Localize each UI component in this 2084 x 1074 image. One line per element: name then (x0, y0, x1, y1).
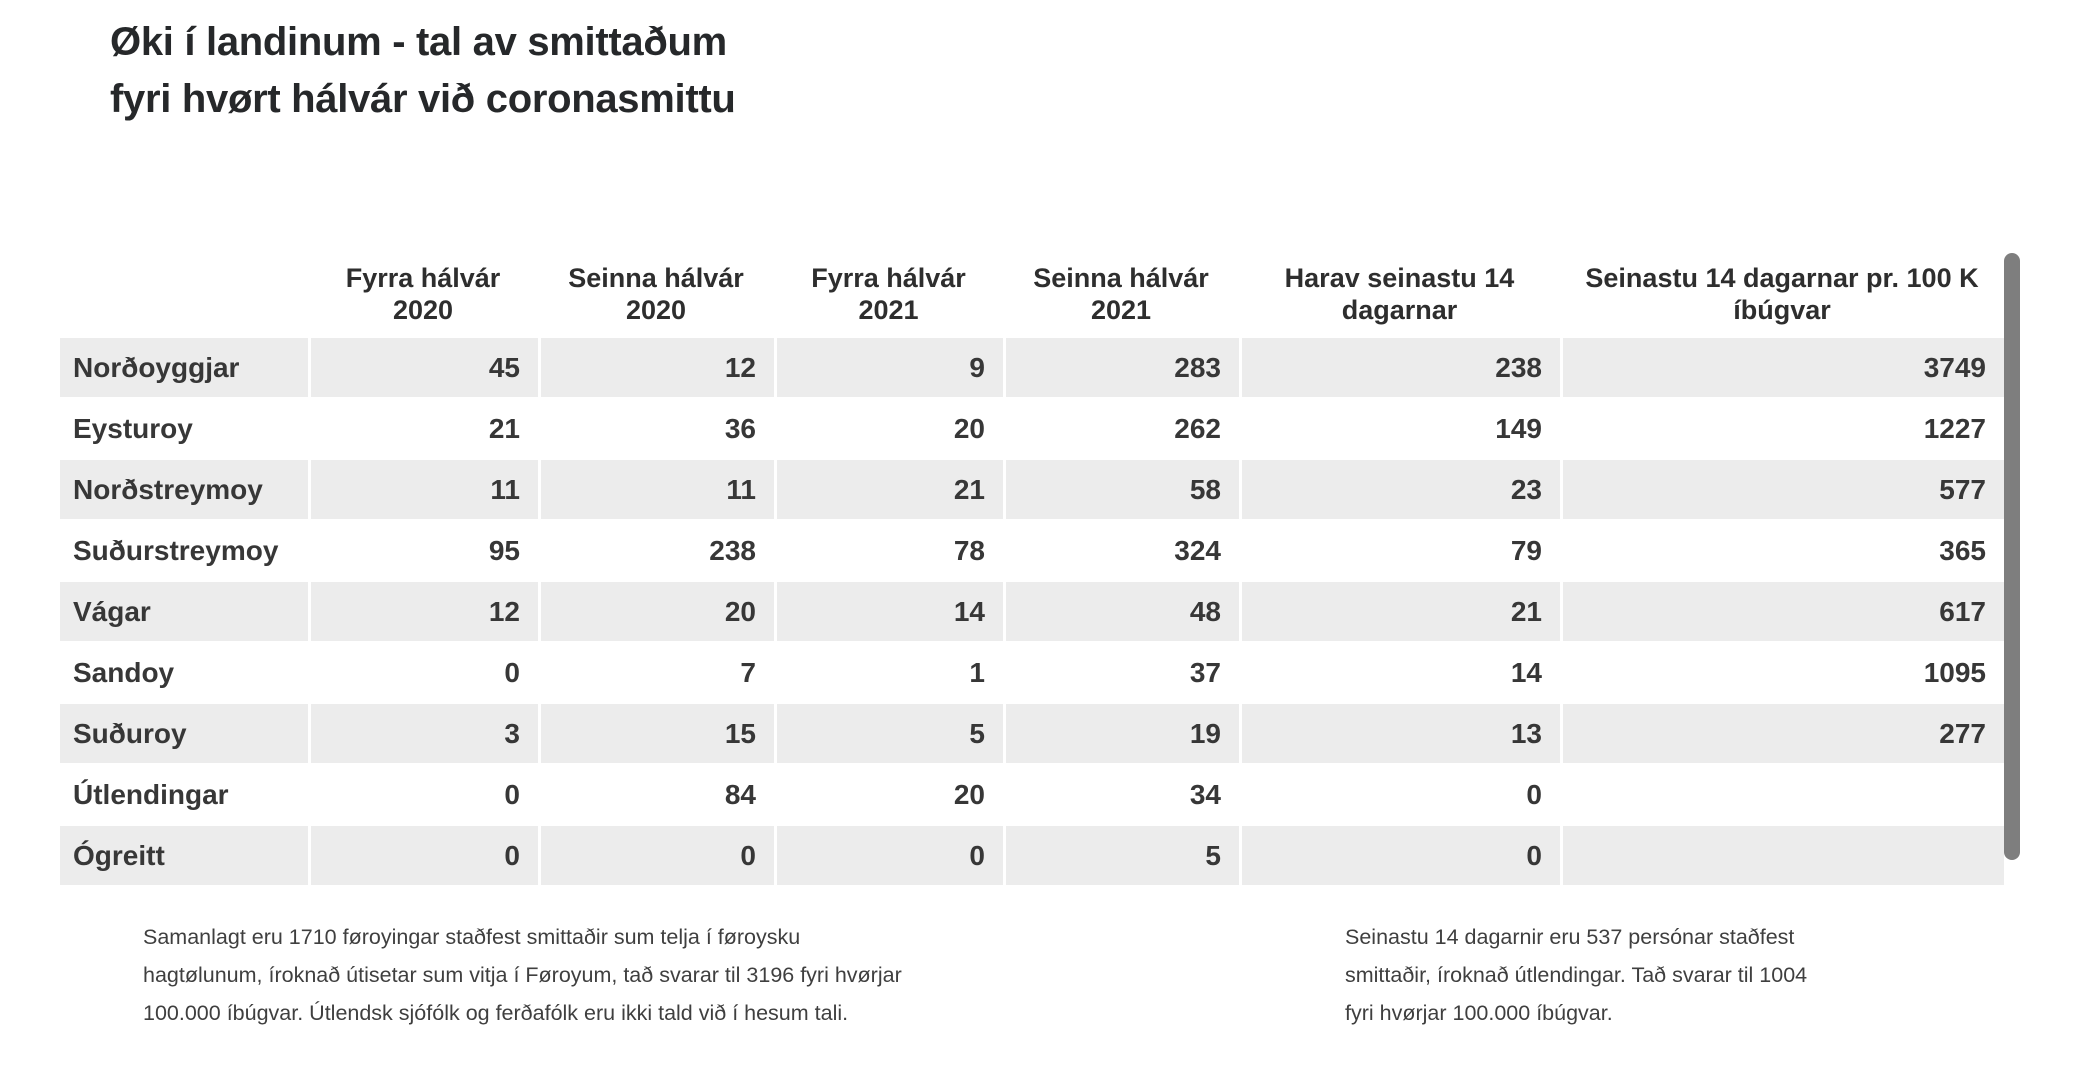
footnote-line: Seinastu 14 dagarnir eru 537 persónar st… (1345, 925, 1795, 949)
row-label: Eysturoy (60, 397, 308, 458)
cell-value: 11 (308, 458, 538, 519)
cell-value: 79 (1239, 519, 1560, 580)
cell-value: 1095 (1560, 641, 2004, 702)
cell-value: 95 (308, 519, 538, 580)
cell-value: 45 (308, 336, 538, 397)
cell-value: 238 (1239, 336, 1560, 397)
footnote-line: fyri hvørjar 100.000 íbúgvar. (1345, 1001, 1613, 1025)
table-row: Norðstreymoy 11 11 21 58 23 577 (60, 458, 2004, 519)
page-title: Øki í landinum - tal av smittaðum fyri h… (110, 14, 736, 128)
cell-value: 15 (538, 702, 774, 763)
table-row: Ógreitt 0 0 0 5 0 (60, 824, 2004, 885)
cell-value: 21 (308, 397, 538, 458)
cell-value: 238 (538, 519, 774, 580)
cell-value (1560, 824, 2004, 885)
cell-value: 324 (1003, 519, 1239, 580)
cell-value: 11 (538, 458, 774, 519)
column-header: Seinastu 14 dagarnar pr. 100 K íbúgvar (1560, 245, 2004, 336)
cell-value: 23 (1239, 458, 1560, 519)
cell-value: 14 (1239, 641, 1560, 702)
footnote-left: Samanlagt eru 1710 føroyingar staðfest s… (143, 918, 1103, 1032)
cell-value: 5 (1003, 824, 1239, 885)
cell-value: 20 (538, 580, 774, 641)
row-label: Suðuroy (60, 702, 308, 763)
cell-value: 0 (308, 763, 538, 824)
cell-value: 14 (774, 580, 1003, 641)
cell-value: 78 (774, 519, 1003, 580)
cell-value: 34 (1003, 763, 1239, 824)
table-row: Suðuroy 3 15 5 19 13 277 (60, 702, 2004, 763)
table-row: Sandoy 0 7 1 37 14 1095 (60, 641, 2004, 702)
cell-value: 58 (1003, 458, 1239, 519)
data-table: Fyrra hálvár 2020 Seinna hálvár 2020 Fyrra… (60, 245, 2004, 885)
row-label-header (60, 245, 308, 336)
cell-value: 0 (1239, 763, 1560, 824)
cell-value: 12 (308, 580, 538, 641)
cell-value: 13 (1239, 702, 1560, 763)
table-row: Útlendingar 0 84 20 34 0 (60, 763, 2004, 824)
footnote-line: hagtølunum, íroknað útisetar sum vitja í… (143, 963, 902, 987)
column-header: Seinna hálvár 2020 (538, 245, 774, 336)
table-row: Norðoyggjar 45 12 9 283 238 3749 (60, 336, 2004, 397)
cell-value: 277 (1560, 702, 2004, 763)
cell-value: 0 (774, 824, 1003, 885)
row-label: Norðstreymoy (60, 458, 308, 519)
cell-value: 36 (538, 397, 774, 458)
cell-value: 20 (774, 763, 1003, 824)
cell-value: 0 (538, 824, 774, 885)
table-body: Norðoyggjar 45 12 9 283 238 3749 Eysturoy 21 36 20… (60, 336, 2004, 885)
cell-value: 3 (308, 702, 538, 763)
row-label: Sandoy (60, 641, 308, 702)
cell-value: 19 (1003, 702, 1239, 763)
cell-value: 20 (774, 397, 1003, 458)
cell-value: 262 (1003, 397, 1239, 458)
cell-value: 365 (1560, 519, 2004, 580)
row-label: Norðoyggjar (60, 336, 308, 397)
cell-value: 0 (308, 824, 538, 885)
cell-value: 283 (1003, 336, 1239, 397)
column-header: Fyrra hálvár 2020 (308, 245, 538, 336)
table-row: Suðurstreymoy 95 238 78 324 79 365 (60, 519, 2004, 580)
cell-value: 7 (538, 641, 774, 702)
cell-value: 21 (774, 458, 1003, 519)
cell-value: 149 (1239, 397, 1560, 458)
footnote-line: smittaðir, íroknað útlendingar. Tað svar… (1345, 963, 1808, 987)
cell-value (1560, 763, 2004, 824)
cell-value: 577 (1560, 458, 2004, 519)
table-container: Fyrra hálvár 2020 Seinna hálvár 2020 Fyrra… (60, 245, 2004, 885)
cell-value: 617 (1560, 580, 2004, 641)
cell-value: 21 (1239, 580, 1560, 641)
table-row: Eysturoy 21 36 20 262 149 1227 (60, 397, 2004, 458)
cell-value: 0 (1239, 824, 1560, 885)
table-header: Fyrra hálvár 2020 Seinna hálvár 2020 Fyrra… (60, 245, 2004, 336)
cell-value: 12 (538, 336, 774, 397)
cell-value: 37 (1003, 641, 1239, 702)
row-label: Vágar (60, 580, 308, 641)
vertical-scrollbar[interactable] (2004, 253, 2020, 860)
footnote-line: Samanlagt eru 1710 føroyingar staðfest s… (143, 925, 801, 949)
cell-value: 1227 (1560, 397, 2004, 458)
cell-value: 84 (538, 763, 774, 824)
row-label: Suðurstreymoy (60, 519, 308, 580)
page-title-line1: Øki í landinum - tal av smittaðum (110, 20, 727, 64)
column-header: Harav seinastu 14 dagarnar (1239, 245, 1560, 336)
row-label: Útlendingar (60, 763, 308, 824)
cell-value: 1 (774, 641, 1003, 702)
cell-value: 0 (308, 641, 538, 702)
cell-value: 48 (1003, 580, 1239, 641)
cell-value: 3749 (1560, 336, 2004, 397)
column-header: Fyrra hálvár 2021 (774, 245, 1003, 336)
cell-value: 9 (774, 336, 1003, 397)
footnote-right: Seinastu 14 dagarnir eru 537 persónar st… (1345, 918, 1965, 1032)
column-header: Seinna hálvár 2021 (1003, 245, 1239, 336)
row-label: Ógreitt (60, 824, 308, 885)
cell-value: 5 (774, 702, 1003, 763)
page-title-line2: fyri hvørt hálvár við coronasmittu (110, 77, 736, 121)
footnote-line: 100.000 íbúgvar. Útlendsk sjófólk og fer… (143, 1001, 849, 1025)
table-row: Vágar 12 20 14 48 21 617 (60, 580, 2004, 641)
header-row: Fyrra hálvár 2020 Seinna hálvár 2020 Fyrra… (60, 245, 2004, 336)
